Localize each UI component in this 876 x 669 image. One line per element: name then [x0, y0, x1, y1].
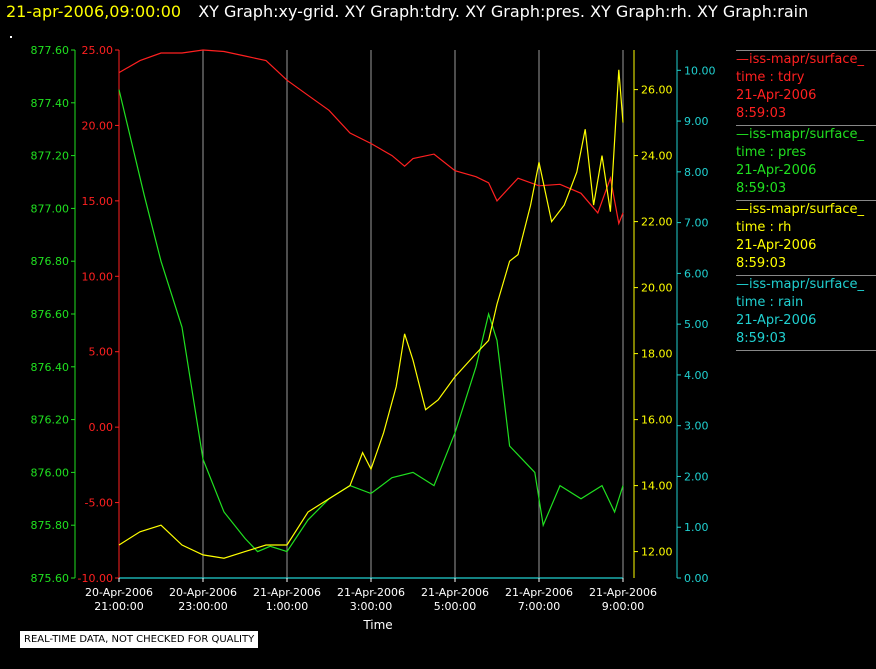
x-tick-label-time: 23:00:00	[178, 600, 227, 613]
y-tick-label-rh: 20.00	[641, 282, 673, 295]
y-tick-label-rh: 12.00	[641, 546, 673, 559]
x-tick-label-date: 21-Apr-2006	[421, 586, 489, 599]
y-tick-label-pres: 876.20	[31, 414, 70, 427]
y-tick-label-rain: 0.00	[684, 572, 709, 585]
legend-time: 8:59:03	[736, 331, 787, 346]
series-rh	[118, 69, 624, 559]
y-tick-label-tdry: 20.00	[82, 119, 114, 132]
title-bar: 21-apr-2006,09:00:00 XY Graph:xy-grid. X…	[6, 2, 808, 21]
title-time: 21-apr-2006,09:00:00	[6, 2, 182, 21]
y-tick-label-tdry: 15.00	[82, 195, 114, 208]
axes: 875.60 875.80 876.00 876.20 876.40 876.60 876.…	[31, 44, 716, 585]
y-tick-label-rain: 4.00	[684, 369, 709, 382]
x-axis-label: Time	[362, 618, 392, 632]
legend-source: —iss-mapr/surface_	[736, 127, 865, 142]
legend-date: 21-Apr-2006	[736, 238, 817, 253]
y-tick-label-rain: 2.00	[684, 470, 709, 483]
title-graphs: XY Graph:xy-grid. XY Graph:tdry. XY Grap…	[198, 2, 809, 21]
legend-source: —iss-mapr/surface_	[736, 277, 865, 292]
y-tick-label-pres: 877.20	[31, 150, 70, 163]
y-tick-label-pres: 876.40	[31, 361, 70, 374]
x-tick-label-time: 9:00:00	[602, 600, 644, 613]
legend-date: 21-Apr-2006	[736, 163, 817, 178]
y-tick-label-tdry: 0.00	[89, 421, 114, 434]
x-tick-label-time: 5:00:00	[434, 600, 476, 613]
legend: —iss-mapr/surface_ time : tdry 21-Apr-2006…	[736, 50, 876, 353]
legend-time: 8:59:03	[736, 106, 787, 121]
y-tick-label-rh: 26.00	[641, 84, 673, 97]
x-tick-label-date: 20-Apr-2006	[169, 586, 237, 599]
y-tick-label-rh: 18.00	[641, 348, 673, 361]
y-tick-label-rain: 10.00	[684, 64, 716, 77]
y-tick-label-tdry: 10.00	[82, 270, 114, 283]
legend-var: time : rain	[736, 295, 804, 310]
y-tick-label-rain: 8.00	[684, 166, 709, 179]
y-tick-label-tdry: 5.00	[89, 346, 114, 359]
y-tick-label-tdry: -10.00	[78, 572, 113, 585]
legend-var: time : tdry	[736, 70, 805, 85]
grid-lines	[118, 50, 624, 578]
x-tick-label-date: 21-Apr-2006	[589, 586, 657, 599]
y-tick-label-pres: 875.60	[31, 572, 70, 585]
y-tick-label-pres: 877.00	[31, 202, 70, 215]
y-tick-label-rain: 9.00	[684, 115, 709, 128]
y-tick-label-pres: 877.40	[31, 97, 70, 110]
quality-warning: REAL-TIME DATA, NOT CHECKED FOR QUALITY	[20, 631, 259, 648]
legend-entry: —iss-mapr/surface_time : rain 21-Apr-2006…	[736, 275, 876, 350]
legend-entry: —iss-mapr/surface_time : tdry 21-Apr-2006…	[736, 50, 876, 125]
legend-divider	[736, 350, 876, 353]
y-tick-label-pres: 876.60	[31, 308, 70, 321]
y-tick-label-rain: 1.00	[684, 521, 709, 534]
x-tick-label-time: 3:00:00	[350, 600, 392, 613]
legend-date: 21-Apr-2006	[736, 313, 817, 328]
y-tick-label-pres: 876.00	[31, 466, 70, 479]
x-tick-label-date: 21-Apr-2006	[337, 586, 405, 599]
y-tick-label-rain: 3.00	[684, 420, 709, 433]
y-tick-label-tdry: -5.00	[85, 497, 113, 510]
legend-source: —iss-mapr/surface_	[736, 202, 865, 217]
legend-var: time : pres	[736, 145, 807, 160]
y-tick-label-rh: 14.00	[641, 480, 673, 493]
x-tick-label-date: 21-Apr-2006	[505, 586, 573, 599]
y-tick-label-rh: 24.00	[641, 150, 673, 163]
x-tick-label-date: 21-Apr-2006	[253, 586, 321, 599]
y-tick-label-rain: 6.00	[684, 267, 709, 280]
legend-source: —iss-mapr/surface_	[736, 52, 865, 67]
legend-var: time : rh	[736, 220, 792, 235]
legend-entry: —iss-mapr/surface_time : rh 21-Apr-2006 8:…	[736, 200, 876, 275]
x-tick-label-time: 7:00:00	[518, 600, 560, 613]
x-tick-label-date: 20-Apr-2006	[85, 586, 153, 599]
series-tdry	[118, 49, 624, 226]
x-tick-label-time: 1:00:00	[266, 600, 308, 613]
x-tick-label-time: 21:00:00	[94, 600, 143, 613]
legend-time: 8:59:03	[736, 256, 787, 271]
legend-date: 21-Apr-2006	[736, 88, 817, 103]
marker-dot	[10, 36, 12, 38]
x-tick-labels: 20-Apr-200621:00:0020-Apr-200623:00:0021…	[85, 578, 657, 613]
y-tick-label-rain: 5.00	[684, 318, 709, 331]
y-tick-label-rh: 22.00	[641, 216, 673, 229]
y-tick-label-pres: 876.80	[31, 255, 70, 268]
y-tick-label-rh: 16.00	[641, 414, 673, 427]
y-tick-label-tdry: 25.00	[82, 44, 114, 57]
legend-entry: —iss-mapr/surface_time : pres 21-Apr-2006…	[736, 125, 876, 200]
y-tick-label-pres: 875.80	[31, 519, 70, 532]
legend-time: 8:59:03	[736, 181, 787, 196]
y-tick-label-rain: 7.00	[684, 217, 709, 230]
series-pres	[118, 89, 624, 553]
y-tick-label-pres: 877.60	[31, 44, 70, 57]
